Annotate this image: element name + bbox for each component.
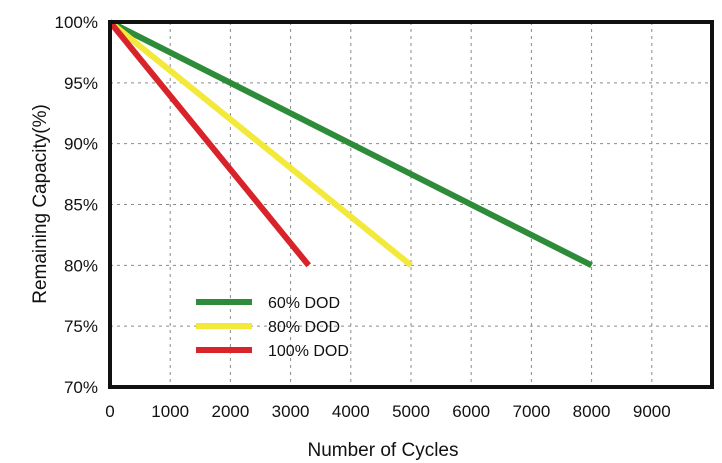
series-line-100-dod <box>107 20 311 268</box>
legend-label-100-dod: 100% DOD <box>268 343 349 360</box>
x-tick-label: 5000 <box>392 402 430 421</box>
legend-label-80-dod: 80% DOD <box>268 319 340 336</box>
y-tick-label: 70% <box>64 378 98 397</box>
legend-label-60-dod: 60% DOD <box>268 295 340 312</box>
x-tick-label: 2000 <box>211 402 249 421</box>
series-lines <box>107 19 593 269</box>
x-tick-label: 0 <box>105 402 114 421</box>
grid <box>110 22 712 387</box>
x-tick-labels: 0 1000 2000 3000 4000 5000 6000 7000 8000 9000 <box>105 402 670 421</box>
y-tick-labels: 70% 75% 80% 85% 90% 95% 100% <box>55 13 98 397</box>
y-axis-title: Remaining Capacity(%) <box>30 104 51 304</box>
x-tick-label: 8000 <box>573 402 611 421</box>
y-tick-label: 75% <box>64 317 98 336</box>
x-tick-label: 4000 <box>332 402 370 421</box>
y-tick-label: 95% <box>64 74 98 93</box>
plot-frame <box>108 20 714 389</box>
x-tick-label: 9000 <box>633 402 671 421</box>
x-tick-label: 6000 <box>452 402 490 421</box>
legend: 60% DOD 80% DOD 100% DOD <box>196 295 349 360</box>
x-axis-title: Number of Cycles <box>308 440 459 461</box>
x-tick-label: 7000 <box>512 402 550 421</box>
x-tick-label: 3000 <box>272 402 310 421</box>
y-tick-label: 100% <box>55 13 98 32</box>
y-tick-label: 80% <box>64 256 98 275</box>
x-tick-label: 1000 <box>151 402 189 421</box>
y-tick-label: 85% <box>64 196 98 215</box>
series-line-60-dod <box>108 19 593 269</box>
series-line-80-dod <box>108 19 413 268</box>
y-tick-label: 90% <box>64 135 98 154</box>
